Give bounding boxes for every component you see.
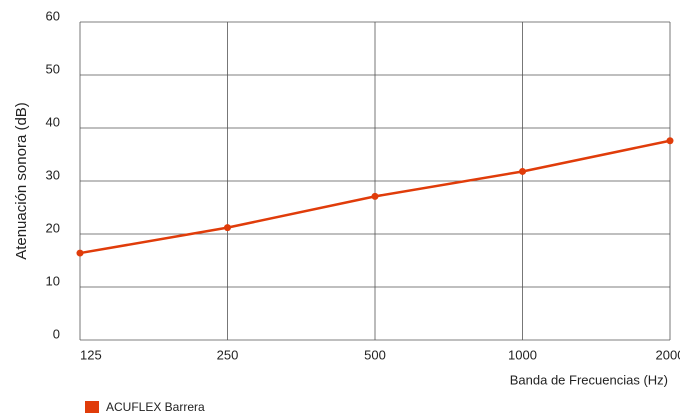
y-tick-label: 0: [53, 326, 60, 341]
legend-label: ACUFLEX Barrera: [106, 400, 205, 414]
data-point: [224, 224, 231, 232]
y-tick-label: 30: [46, 167, 60, 182]
data-point: [666, 137, 674, 145]
x-axis-label: Banda de Frecuencias (Hz): [510, 372, 668, 387]
data-point: [371, 192, 379, 200]
data-point: [76, 249, 84, 257]
data-point: [519, 167, 526, 175]
x-tick-label: 1000: [508, 347, 537, 362]
y-tick-label: 20: [46, 220, 60, 235]
x-tick-label: 250: [217, 347, 239, 362]
y-tick-label: 50: [46, 61, 60, 76]
y-axis-label: Atenuación sonora (dB): [13, 102, 30, 260]
legend-swatch: [85, 401, 99, 413]
y-tick-label: 60: [46, 8, 60, 23]
x-tick-label: 500: [364, 347, 386, 362]
y-tick-label: 10: [46, 273, 60, 288]
x-tick-label: 2000: [656, 347, 680, 362]
y-tick-label: 40: [46, 114, 60, 129]
x-tick-label: 125: [80, 347, 102, 362]
